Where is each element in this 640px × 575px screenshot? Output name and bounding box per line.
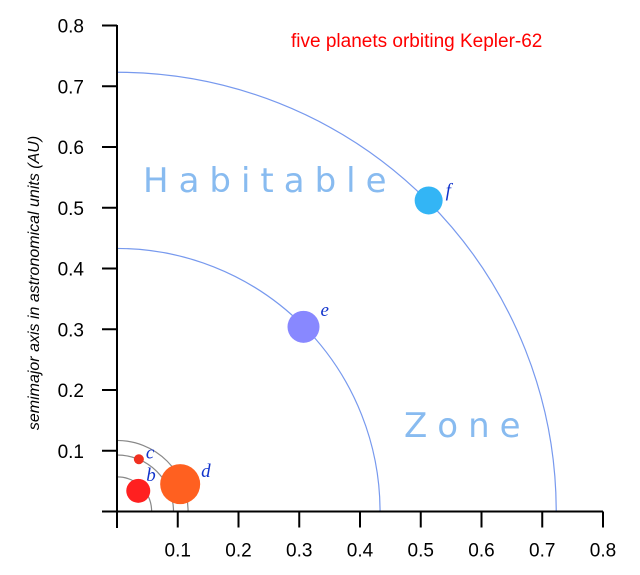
x-tick-label: 0.4 bbox=[347, 541, 374, 562]
y-tick-label: 0.7 bbox=[58, 77, 84, 98]
habitable-label: Habitable bbox=[143, 161, 397, 201]
x-tick-label: 0.2 bbox=[225, 541, 251, 562]
planet-b bbox=[126, 478, 151, 503]
y-tick-label: 0.8 bbox=[58, 17, 84, 38]
x-axis-ticks: 0.1 0.2 0.3 0.4 0.5 0.6 0.7 0.8 bbox=[116, 511, 616, 562]
planet-e bbox=[287, 310, 320, 343]
x-tick-label: 0.7 bbox=[529, 541, 555, 562]
y-tick-label: 0.6 bbox=[58, 138, 84, 159]
y-tick-label: 0.4 bbox=[58, 260, 85, 281]
planet-label-c: c bbox=[146, 442, 155, 463]
y-tick-label: 0.1 bbox=[58, 442, 84, 463]
y-axis-ticks: 0.1 0.2 0.3 0.4 0.5 0.6 0.7 0.8 bbox=[58, 17, 117, 463]
x-tick-label: 0.3 bbox=[286, 541, 312, 562]
planet-d bbox=[160, 464, 201, 505]
y-tick-label: 0.5 bbox=[58, 199, 84, 220]
x-tick-label: 0.6 bbox=[468, 541, 494, 562]
planet-label-d: d bbox=[201, 461, 211, 482]
planets: bc d e f bbox=[126, 180, 454, 505]
planet-c bbox=[133, 454, 144, 465]
x-tick-label: 0.1 bbox=[165, 541, 191, 562]
planet-f bbox=[414, 186, 443, 215]
habitable-zone-inner-arc bbox=[116, 247, 381, 512]
y-axis-label: semimajor axis in astronomical units (AU… bbox=[26, 136, 43, 430]
y-tick-label: 0.2 bbox=[58, 381, 84, 402]
zone-label: Zone bbox=[404, 406, 531, 446]
chart-title: five planets orbiting Kepler-62 bbox=[291, 31, 542, 52]
planet-label-e: e bbox=[321, 300, 329, 321]
x-tick-label: 0.8 bbox=[590, 541, 616, 562]
y-tick-label: 0.3 bbox=[58, 320, 84, 341]
x-tick-label: 0.5 bbox=[408, 541, 434, 562]
planet-label-b: b bbox=[146, 465, 156, 486]
planet-label-f: f bbox=[446, 180, 454, 201]
